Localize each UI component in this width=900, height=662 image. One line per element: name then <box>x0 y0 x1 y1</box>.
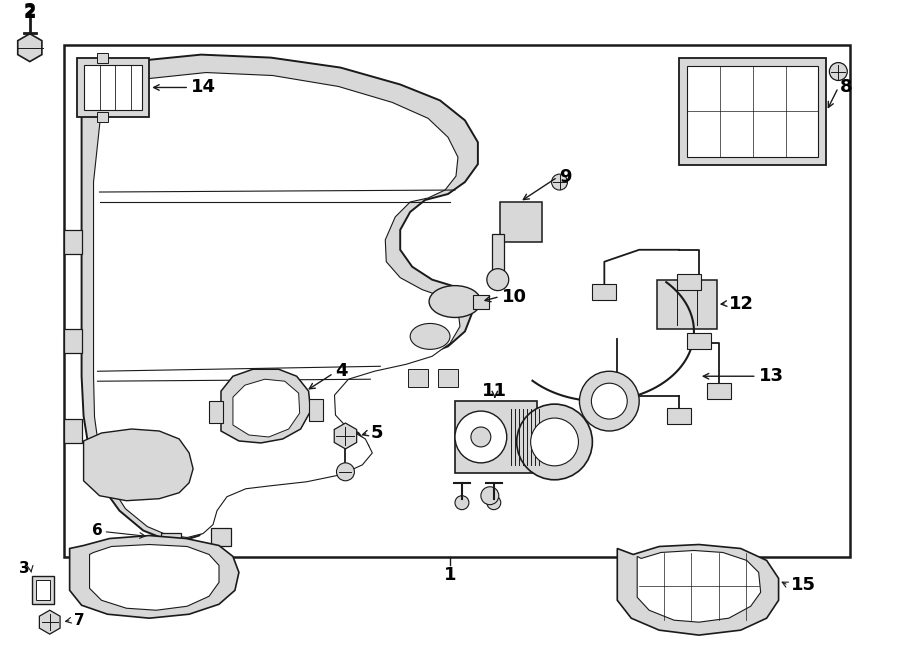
Bar <box>209 401 223 423</box>
Text: 2: 2 <box>23 2 36 20</box>
Polygon shape <box>69 536 238 618</box>
Circle shape <box>487 496 500 510</box>
Circle shape <box>830 63 847 81</box>
Circle shape <box>552 174 568 190</box>
Bar <box>64 230 82 254</box>
Text: 4: 4 <box>336 362 348 380</box>
Bar <box>706 383 731 399</box>
Bar <box>592 283 617 300</box>
Bar <box>64 44 850 557</box>
Text: 14: 14 <box>191 79 216 97</box>
Polygon shape <box>40 610 60 634</box>
Polygon shape <box>18 34 42 62</box>
Bar <box>309 399 322 421</box>
Polygon shape <box>221 369 310 443</box>
Bar <box>64 330 82 354</box>
Bar <box>409 369 428 387</box>
Bar <box>677 273 701 289</box>
Text: 2: 2 <box>23 4 36 22</box>
Circle shape <box>487 269 508 291</box>
Text: 8: 8 <box>841 79 853 97</box>
Text: 11: 11 <box>482 382 508 400</box>
Bar <box>32 577 54 604</box>
Polygon shape <box>334 423 356 449</box>
Ellipse shape <box>410 324 450 350</box>
Bar <box>438 369 458 387</box>
Bar <box>500 202 542 242</box>
Bar <box>687 66 818 157</box>
Polygon shape <box>84 429 194 500</box>
Text: 12: 12 <box>729 295 754 312</box>
Bar <box>679 58 826 165</box>
Bar <box>491 234 504 271</box>
Circle shape <box>471 427 491 447</box>
Bar <box>455 401 536 473</box>
Text: 9: 9 <box>560 168 572 186</box>
Bar <box>161 532 181 551</box>
Bar <box>667 408 691 424</box>
Circle shape <box>517 404 592 480</box>
Bar <box>472 295 489 308</box>
Bar <box>687 334 711 350</box>
Bar <box>96 113 109 122</box>
Bar <box>36 581 50 600</box>
Circle shape <box>591 383 627 419</box>
Bar <box>211 528 231 545</box>
Text: 13: 13 <box>759 367 784 385</box>
Circle shape <box>580 371 639 431</box>
Text: 3: 3 <box>19 561 30 576</box>
Polygon shape <box>617 545 778 635</box>
Text: 1: 1 <box>444 567 456 585</box>
Circle shape <box>455 411 507 463</box>
Bar <box>64 419 82 443</box>
Text: 15: 15 <box>790 577 815 594</box>
Bar <box>96 52 109 63</box>
Circle shape <box>455 496 469 510</box>
Bar <box>657 279 717 330</box>
Polygon shape <box>233 379 300 437</box>
Text: 6: 6 <box>92 523 103 538</box>
Text: 10: 10 <box>502 287 526 306</box>
Ellipse shape <box>429 285 481 318</box>
Bar <box>84 65 142 111</box>
Circle shape <box>531 418 579 466</box>
Circle shape <box>337 463 355 481</box>
Text: 7: 7 <box>74 612 85 628</box>
Circle shape <box>481 487 499 504</box>
Polygon shape <box>82 55 478 541</box>
Polygon shape <box>76 58 149 117</box>
Polygon shape <box>90 545 219 610</box>
Polygon shape <box>94 73 460 538</box>
Polygon shape <box>637 551 760 622</box>
Text: 5: 5 <box>370 424 382 442</box>
